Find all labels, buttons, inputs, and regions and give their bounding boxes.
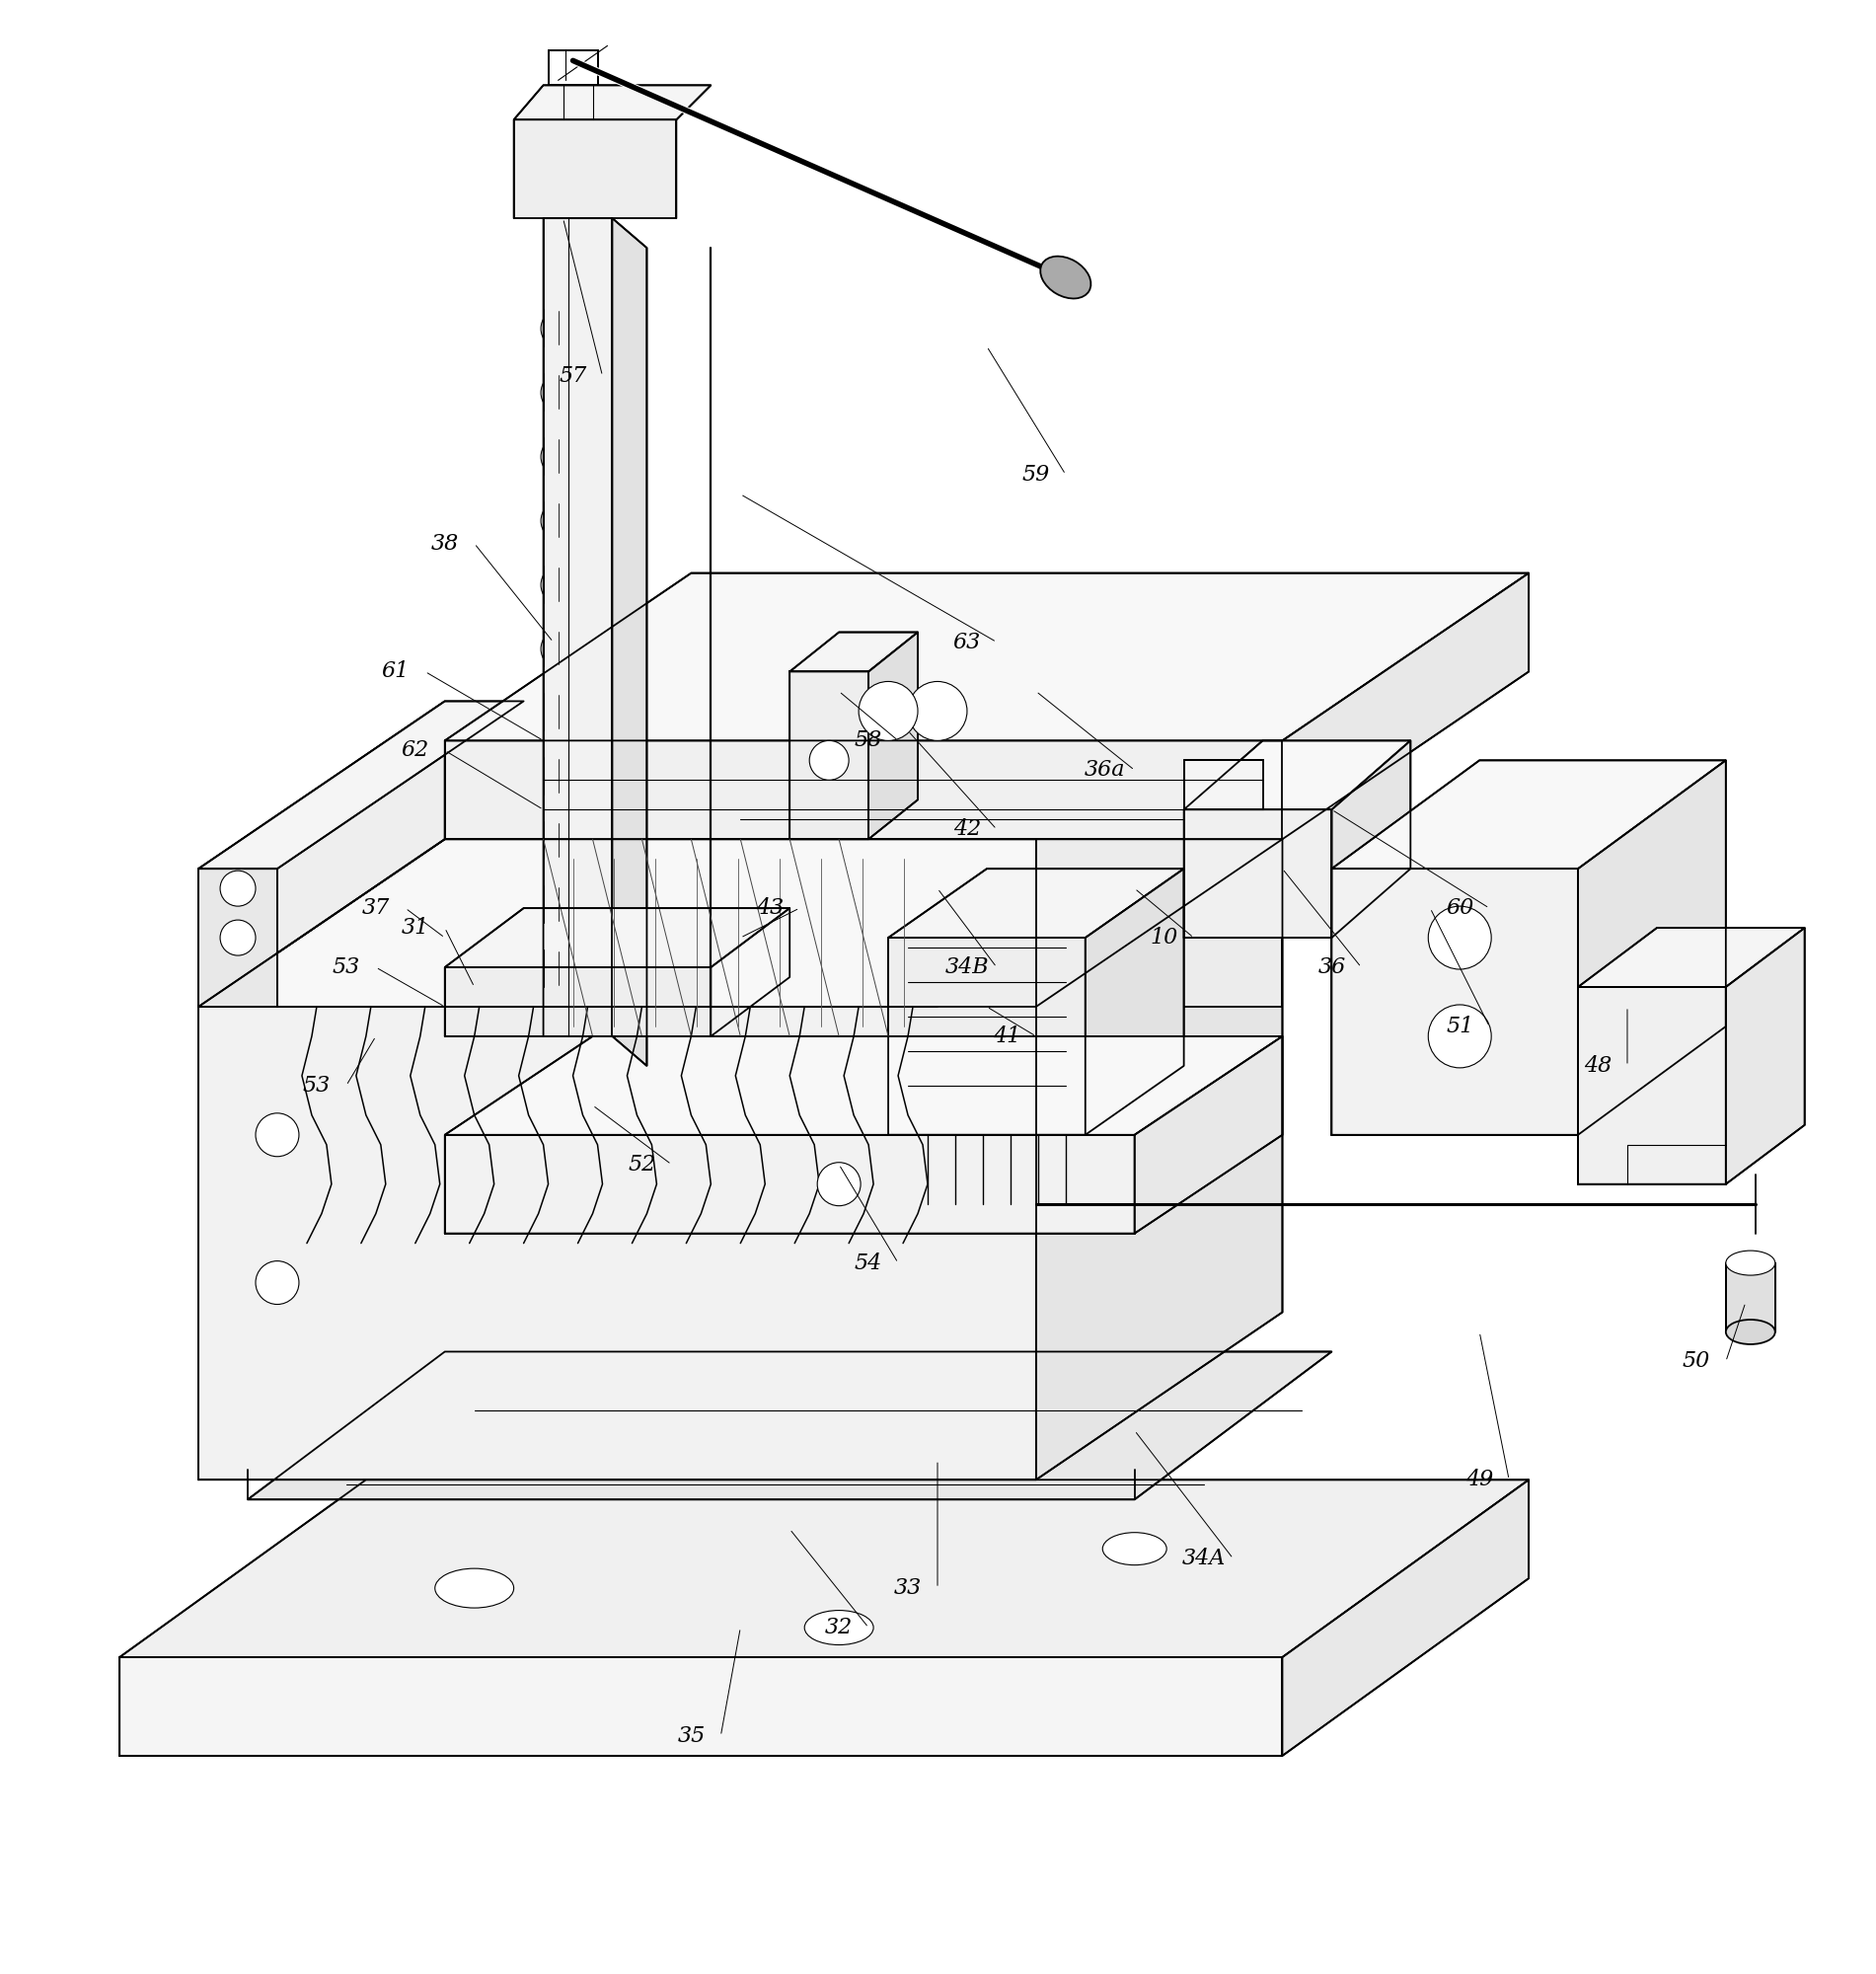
Circle shape [219, 920, 255, 955]
Polygon shape [514, 85, 711, 120]
Text: 36: 36 [1317, 957, 1345, 979]
Text: 10: 10 [1150, 928, 1178, 949]
Text: 41: 41 [992, 1025, 1021, 1046]
Circle shape [255, 1113, 298, 1157]
Text: 42: 42 [953, 819, 981, 841]
Polygon shape [1086, 869, 1184, 1135]
Polygon shape [514, 120, 677, 219]
Text: 62: 62 [401, 740, 430, 762]
Text: 50: 50 [1683, 1350, 1711, 1372]
Text: 35: 35 [677, 1725, 705, 1747]
Text: 61: 61 [381, 661, 409, 683]
Text: 54: 54 [855, 1252, 882, 1273]
Polygon shape [1036, 839, 1283, 1007]
Text: 57: 57 [559, 365, 587, 387]
Ellipse shape [435, 1569, 514, 1609]
Polygon shape [445, 572, 1529, 740]
Text: 59: 59 [1022, 464, 1051, 486]
Text: 31: 31 [401, 918, 430, 940]
Polygon shape [887, 869, 1184, 938]
Circle shape [1428, 1005, 1491, 1068]
Text: 48: 48 [1583, 1054, 1611, 1076]
Polygon shape [790, 671, 869, 839]
Text: 32: 32 [825, 1617, 854, 1638]
Text: 63: 63 [953, 632, 981, 653]
Polygon shape [248, 1352, 1332, 1500]
Polygon shape [1578, 760, 1726, 1135]
Circle shape [219, 871, 255, 906]
Text: 36a: 36a [1084, 760, 1126, 782]
Ellipse shape [1041, 257, 1090, 298]
Polygon shape [887, 938, 1086, 1135]
Polygon shape [1184, 760, 1263, 809]
Circle shape [908, 681, 966, 740]
Polygon shape [544, 219, 612, 1036]
Text: 43: 43 [756, 898, 784, 920]
Polygon shape [445, 1135, 1135, 1234]
Polygon shape [1578, 987, 1726, 1184]
Polygon shape [1332, 869, 1578, 1135]
Polygon shape [1283, 1480, 1529, 1755]
Polygon shape [199, 869, 278, 1007]
Text: 53: 53 [332, 957, 360, 979]
Circle shape [818, 1163, 861, 1206]
Polygon shape [445, 740, 1283, 839]
Polygon shape [1184, 740, 1411, 809]
Polygon shape [120, 1480, 1529, 1658]
Polygon shape [1578, 928, 1805, 987]
Ellipse shape [1103, 1532, 1167, 1565]
Ellipse shape [805, 1611, 874, 1644]
Polygon shape [1726, 928, 1805, 1184]
Polygon shape [1036, 839, 1283, 1480]
Text: 60: 60 [1446, 898, 1475, 920]
Polygon shape [869, 632, 917, 839]
Polygon shape [1283, 572, 1529, 839]
Polygon shape [1184, 809, 1332, 938]
Polygon shape [612, 219, 647, 1066]
Text: 52: 52 [628, 1153, 657, 1175]
Polygon shape [199, 701, 445, 1007]
Text: 33: 33 [895, 1577, 921, 1599]
Text: 58: 58 [855, 730, 882, 752]
Text: 37: 37 [362, 898, 390, 920]
Ellipse shape [1726, 1321, 1775, 1344]
Polygon shape [199, 701, 523, 869]
Polygon shape [199, 1007, 1036, 1480]
Polygon shape [1726, 1263, 1775, 1332]
Circle shape [1428, 906, 1491, 969]
Polygon shape [120, 1658, 1283, 1755]
Polygon shape [199, 839, 1283, 1007]
Text: 51: 51 [1446, 1015, 1475, 1036]
Polygon shape [445, 1036, 1283, 1135]
Ellipse shape [1726, 1252, 1775, 1275]
Polygon shape [445, 967, 711, 1036]
Circle shape [859, 681, 917, 740]
Text: 38: 38 [431, 533, 460, 555]
Text: 34A: 34A [1182, 1548, 1225, 1569]
Circle shape [809, 740, 848, 780]
Polygon shape [1332, 740, 1411, 938]
Polygon shape [1332, 760, 1726, 869]
Text: 34B: 34B [946, 957, 989, 979]
Text: 49: 49 [1465, 1469, 1493, 1490]
Circle shape [255, 1261, 298, 1305]
Polygon shape [548, 51, 598, 85]
Text: 53: 53 [302, 1074, 330, 1096]
Polygon shape [445, 908, 790, 967]
Polygon shape [790, 632, 917, 671]
Polygon shape [1135, 1036, 1283, 1234]
